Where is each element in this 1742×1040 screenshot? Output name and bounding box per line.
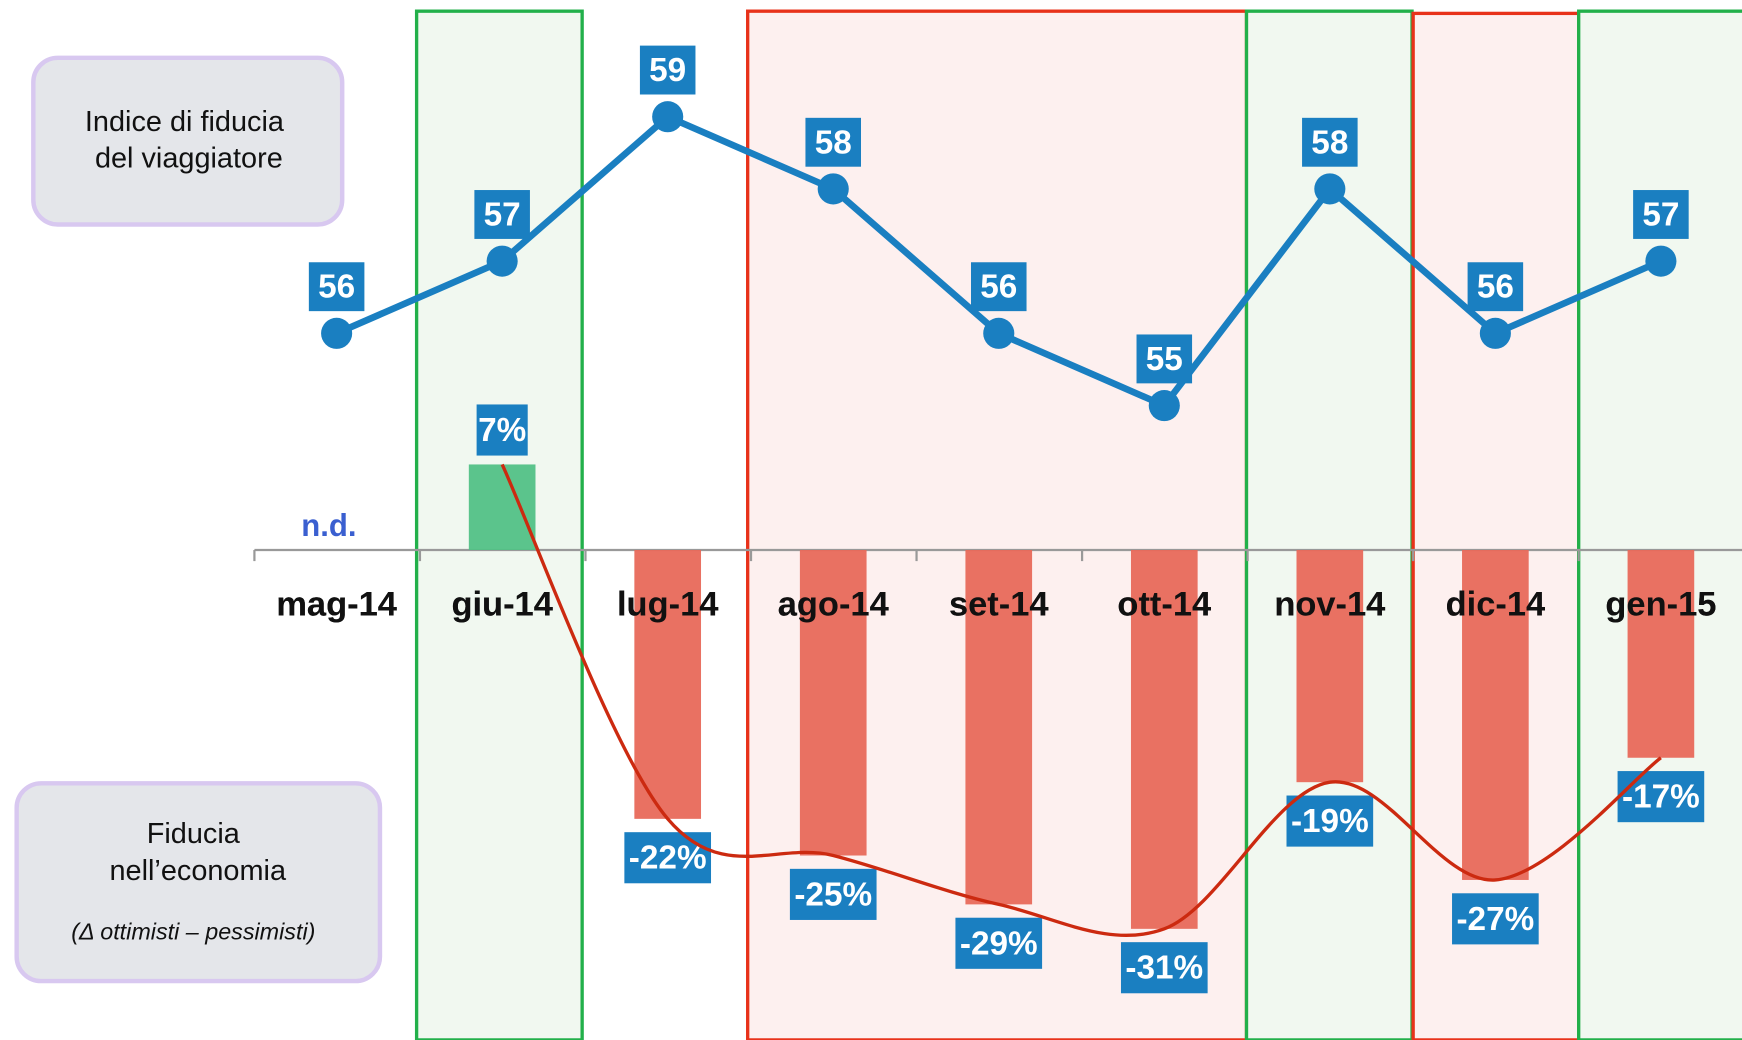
bar <box>468 464 536 550</box>
value-label: 58 <box>1311 124 1348 161</box>
x-tick-label-overlay: ott-14 <box>1117 586 1211 624</box>
value-label-box <box>1302 117 1358 167</box>
value-label-box <box>1452 893 1539 945</box>
point <box>321 317 353 349</box>
value-label-box <box>1120 942 1208 994</box>
value-label: -31% <box>1125 950 1203 987</box>
value-label: 57 <box>484 197 521 234</box>
value-label: 55 <box>1146 341 1183 378</box>
value-label: -22% <box>629 840 707 877</box>
value-label: -17% <box>1622 779 1700 816</box>
bar <box>1627 549 1695 758</box>
point <box>1314 173 1346 205</box>
point <box>1479 317 1511 349</box>
x-tick-label: mag-14 <box>276 586 397 624</box>
bar <box>799 549 867 856</box>
label-text: nell’economia <box>109 855 287 887</box>
x-tick-label-overlay: mag-14 <box>276 586 397 624</box>
label-text: del viaggiatore <box>95 143 283 175</box>
value-label: 56 <box>1477 269 1514 306</box>
value-label-box <box>474 190 530 239</box>
point <box>983 317 1015 349</box>
value-label-box <box>1617 771 1705 823</box>
value-label: -19% <box>1291 803 1369 840</box>
value-label-box <box>1467 262 1524 312</box>
x-tick-label-overlay: gen-15 <box>1605 586 1716 624</box>
trend-line <box>500 463 1662 938</box>
value-label-box <box>955 917 1043 969</box>
value-label: 7% <box>478 412 526 449</box>
na-label: n.d. <box>301 508 356 543</box>
value-label-box <box>624 832 712 884</box>
point <box>1148 390 1180 422</box>
value-label: -27% <box>1456 901 1534 938</box>
label-text: Indice di fiducia <box>85 106 285 138</box>
label-text: Fiducia <box>147 818 241 850</box>
x-tick-label-overlay: lug-14 <box>617 586 718 624</box>
value-label-box <box>476 404 528 456</box>
label-note: (Δ ottimisti – pessimisti) <box>71 918 315 944</box>
value-label: 59 <box>649 52 686 89</box>
value-label: 58 <box>815 124 852 161</box>
value-label: 56 <box>980 269 1017 306</box>
point <box>652 101 684 133</box>
x-tick-label: giu-14 <box>451 586 552 624</box>
label-box <box>31 55 345 227</box>
highlight-green <box>1577 9 1742 1040</box>
label-box <box>14 781 383 984</box>
value-label-box <box>1286 795 1374 847</box>
value-label: 57 <box>1642 197 1679 234</box>
bar <box>1130 549 1198 929</box>
value-label: 56 <box>318 269 355 306</box>
value-label: -29% <box>960 925 1038 962</box>
point <box>486 245 518 277</box>
value-label-box <box>970 262 1027 312</box>
bar <box>634 549 702 819</box>
x-tick-label-overlay: set-14 <box>949 586 1049 624</box>
x-tick-label-overlay: nov-14 <box>1274 586 1385 624</box>
value-label-box <box>1136 334 1193 384</box>
point <box>1645 245 1677 277</box>
point <box>817 173 849 205</box>
bar <box>1462 549 1529 880</box>
value-label-box <box>308 262 365 312</box>
bar <box>1296 549 1364 783</box>
x-tick-label-overlay: ago-14 <box>778 586 889 624</box>
legend-box: Indice di fiducia del viaggiatore Fiduci… <box>14 55 383 984</box>
bar <box>965 549 1033 905</box>
highlight-red <box>1411 11 1581 1040</box>
value-label-box <box>805 117 862 167</box>
value-label: -25% <box>794 876 872 913</box>
value-label-box <box>789 868 877 920</box>
value-label-box <box>1633 190 1689 239</box>
value-label-box <box>639 45 696 95</box>
x-tick-label-overlay: dic-14 <box>1446 586 1546 624</box>
x-tick-label-overlay: giu-14 <box>451 586 552 624</box>
